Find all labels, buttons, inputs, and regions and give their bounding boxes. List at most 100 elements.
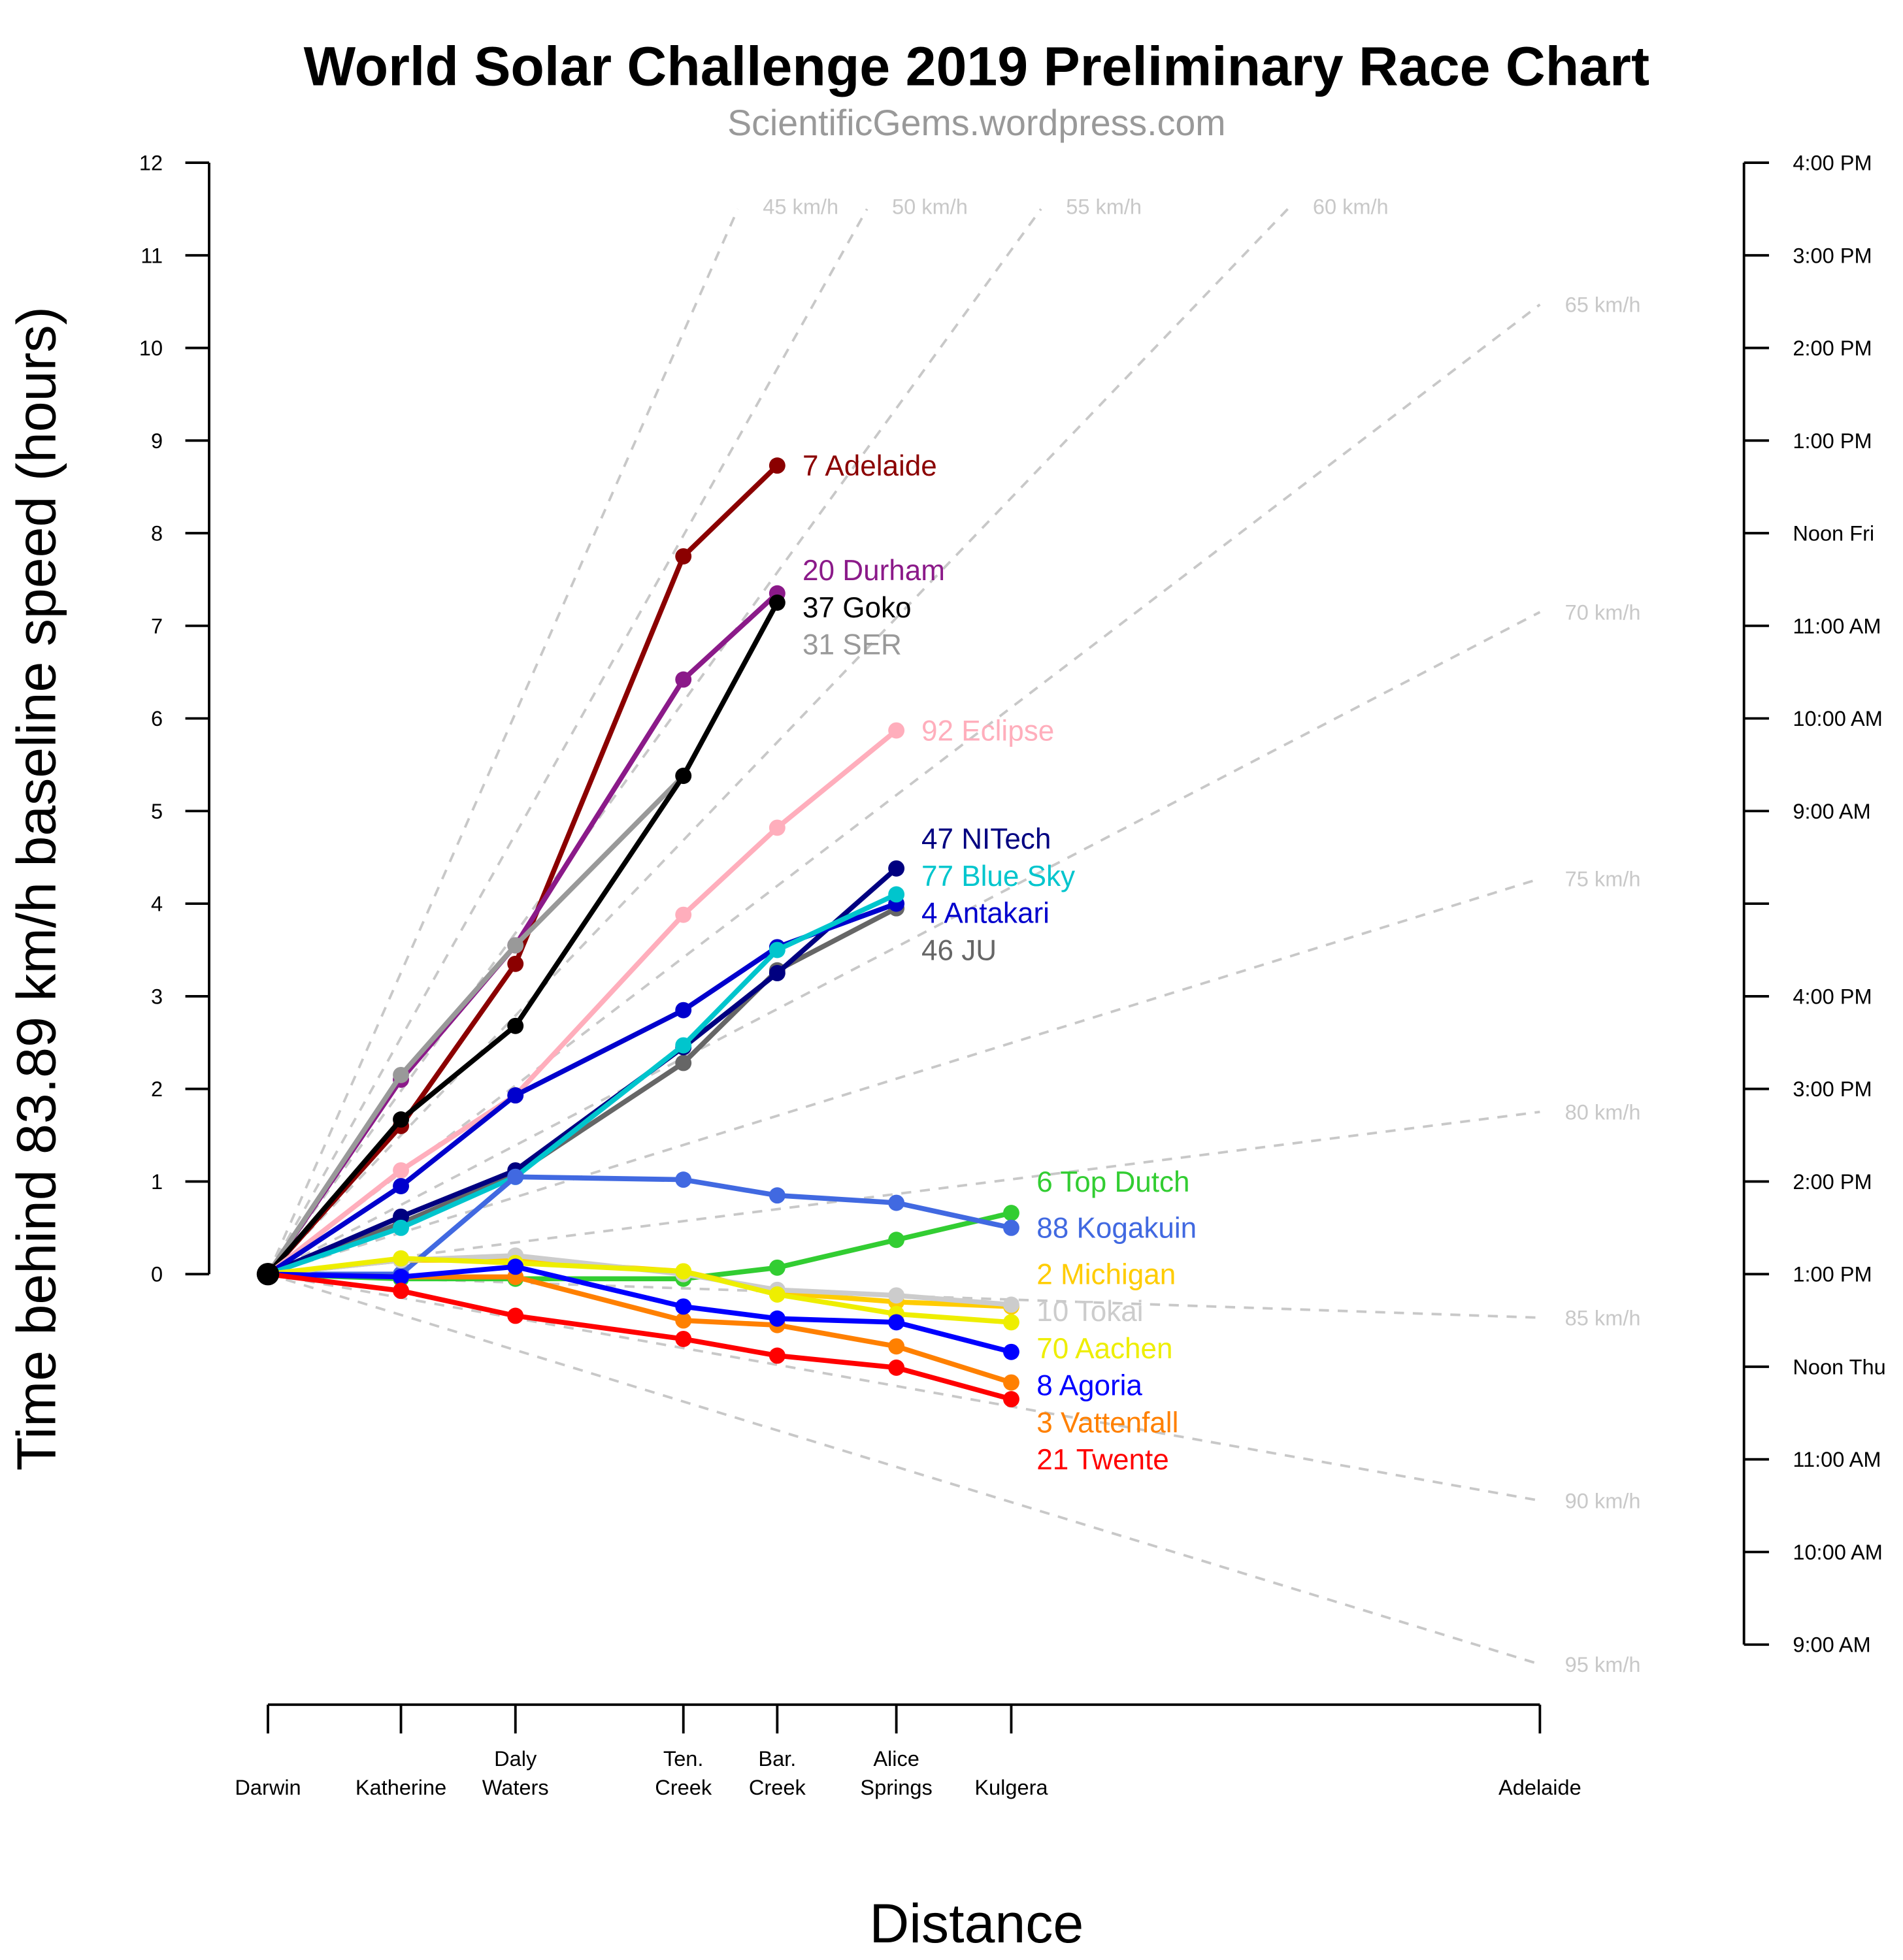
chart-subtitle: ScientificGems.wordpress.com bbox=[727, 103, 1225, 143]
data-point bbox=[393, 1219, 409, 1236]
speed-line-label: 45 km/h bbox=[763, 195, 838, 219]
speed-lines: 45 km/h 50 km/h 55 km/h 60 km/h 65 km/h 70 km… bbox=[267, 195, 1641, 1676]
data-point bbox=[507, 1087, 524, 1104]
y-tick-label: 3 bbox=[151, 985, 163, 1008]
speed-line bbox=[267, 1273, 1540, 1666]
data-point bbox=[1002, 1343, 1019, 1360]
data-point bbox=[888, 1287, 905, 1304]
series-label: 7 Adelaide bbox=[803, 450, 937, 482]
data-point bbox=[393, 1178, 409, 1194]
data-point bbox=[888, 722, 905, 739]
series-label: 10 Tokai bbox=[1036, 1296, 1143, 1328]
speed-line-label: 50 km/h bbox=[892, 195, 968, 219]
speed-line bbox=[267, 1273, 1540, 1319]
data-point bbox=[769, 594, 786, 611]
right-tick-label: 10:00 AM bbox=[1793, 1541, 1883, 1564]
series-label: 37 Goko bbox=[803, 592, 912, 624]
speed-line-label: 90 km/h bbox=[1565, 1489, 1641, 1512]
data-point bbox=[1002, 1391, 1019, 1408]
series-label: 92 Eclipse bbox=[921, 715, 1054, 747]
series-line bbox=[265, 774, 686, 1276]
start-point bbox=[256, 1262, 280, 1286]
series-label: 6 Top Dutch bbox=[1036, 1166, 1189, 1198]
right-tick-label: Noon Thu bbox=[1793, 1355, 1885, 1379]
data-point bbox=[675, 768, 692, 784]
data-point bbox=[769, 1259, 786, 1276]
data-point bbox=[675, 1298, 692, 1315]
series-label: 77 Blue Sky bbox=[921, 860, 1075, 892]
data-point bbox=[1002, 1296, 1019, 1313]
data-point bbox=[393, 1066, 409, 1083]
speed-line-label: 80 km/h bbox=[1565, 1100, 1641, 1124]
x-tick-label: Waters bbox=[482, 1776, 549, 1799]
data-point bbox=[393, 1282, 409, 1299]
series-line bbox=[266, 463, 780, 1276]
data-point bbox=[507, 937, 524, 954]
right-tick-label: 4:00 PM bbox=[1793, 152, 1872, 175]
data-point bbox=[507, 1307, 524, 1324]
data-point bbox=[675, 1171, 692, 1188]
y-tick-label: 9 bbox=[151, 429, 163, 453]
x-tick-label: Bar. bbox=[758, 1747, 796, 1771]
data-point bbox=[393, 1111, 409, 1128]
speed-line-label: 85 km/h bbox=[1565, 1306, 1641, 1330]
x-tick-label: Adelaide bbox=[1498, 1776, 1581, 1799]
right-tick-label: 4:00 PM bbox=[1793, 985, 1872, 1008]
series-label: 21 Twente bbox=[1036, 1444, 1168, 1476]
speed-line bbox=[267, 611, 1541, 1275]
y-tick-label: 8 bbox=[151, 522, 163, 546]
series-label: 31 SER bbox=[803, 629, 902, 661]
data-point bbox=[769, 1286, 786, 1303]
series-line bbox=[266, 728, 899, 1277]
data-point bbox=[507, 1258, 524, 1275]
right-tick-label: 11:00 AM bbox=[1793, 614, 1881, 638]
series-label: 46 JU bbox=[921, 934, 997, 966]
y-tick-label: 4 bbox=[151, 892, 163, 916]
y-tick-label: 10 bbox=[139, 336, 163, 360]
right-tick-label: 9:00 AM bbox=[1793, 1633, 1870, 1657]
data-point bbox=[769, 1187, 786, 1204]
speed-line-label: 75 km/h bbox=[1565, 867, 1641, 890]
x-tick-label: Alice bbox=[873, 1747, 919, 1771]
data-point bbox=[507, 955, 524, 972]
data-point bbox=[769, 1347, 786, 1364]
data-point bbox=[675, 1054, 692, 1071]
data-point bbox=[888, 860, 905, 877]
series-label: 88 Kogakuin bbox=[1036, 1213, 1197, 1245]
y-axis-label: Time behind 83.89 km/h baseline speed (h… bbox=[5, 306, 67, 1471]
data-point bbox=[675, 1037, 692, 1054]
speed-line-label: 70 km/h bbox=[1565, 600, 1641, 624]
speed-line bbox=[267, 208, 1042, 1275]
data-point bbox=[393, 1162, 409, 1179]
speed-line bbox=[267, 1110, 1540, 1276]
series-label: 8 Agoria bbox=[1036, 1370, 1142, 1402]
right-tick-label: 11:00 AM bbox=[1793, 1448, 1881, 1471]
y-tick-label: 0 bbox=[151, 1263, 163, 1286]
series-lines bbox=[256, 457, 1019, 1408]
speed-line-label: 55 km/h bbox=[1066, 195, 1142, 219]
data-point bbox=[888, 886, 905, 903]
speed-line bbox=[267, 208, 739, 1275]
data-point bbox=[675, 1263, 692, 1280]
y-tick-label: 6 bbox=[151, 707, 163, 730]
x-tick-label: Katherine bbox=[356, 1776, 446, 1799]
data-point bbox=[675, 548, 692, 564]
speed-line bbox=[267, 1273, 1540, 1502]
right-tick-label: 3:00 PM bbox=[1793, 244, 1872, 267]
data-point bbox=[1002, 1205, 1019, 1222]
series-label: 47 NITech bbox=[921, 823, 1051, 855]
x-tick-label: Creek bbox=[655, 1776, 712, 1799]
data-point bbox=[507, 1168, 524, 1185]
y-tick-label: 2 bbox=[151, 1077, 163, 1101]
series-line bbox=[267, 906, 898, 1277]
data-point bbox=[769, 965, 786, 981]
speed-line-label: 60 km/h bbox=[1313, 195, 1389, 219]
x-tick-label: Daly bbox=[494, 1747, 537, 1771]
data-point bbox=[675, 906, 692, 923]
data-point bbox=[675, 1330, 692, 1347]
right-tick-label: 1:00 PM bbox=[1793, 1263, 1872, 1286]
data-point bbox=[393, 1268, 409, 1285]
data-point bbox=[507, 1017, 524, 1034]
